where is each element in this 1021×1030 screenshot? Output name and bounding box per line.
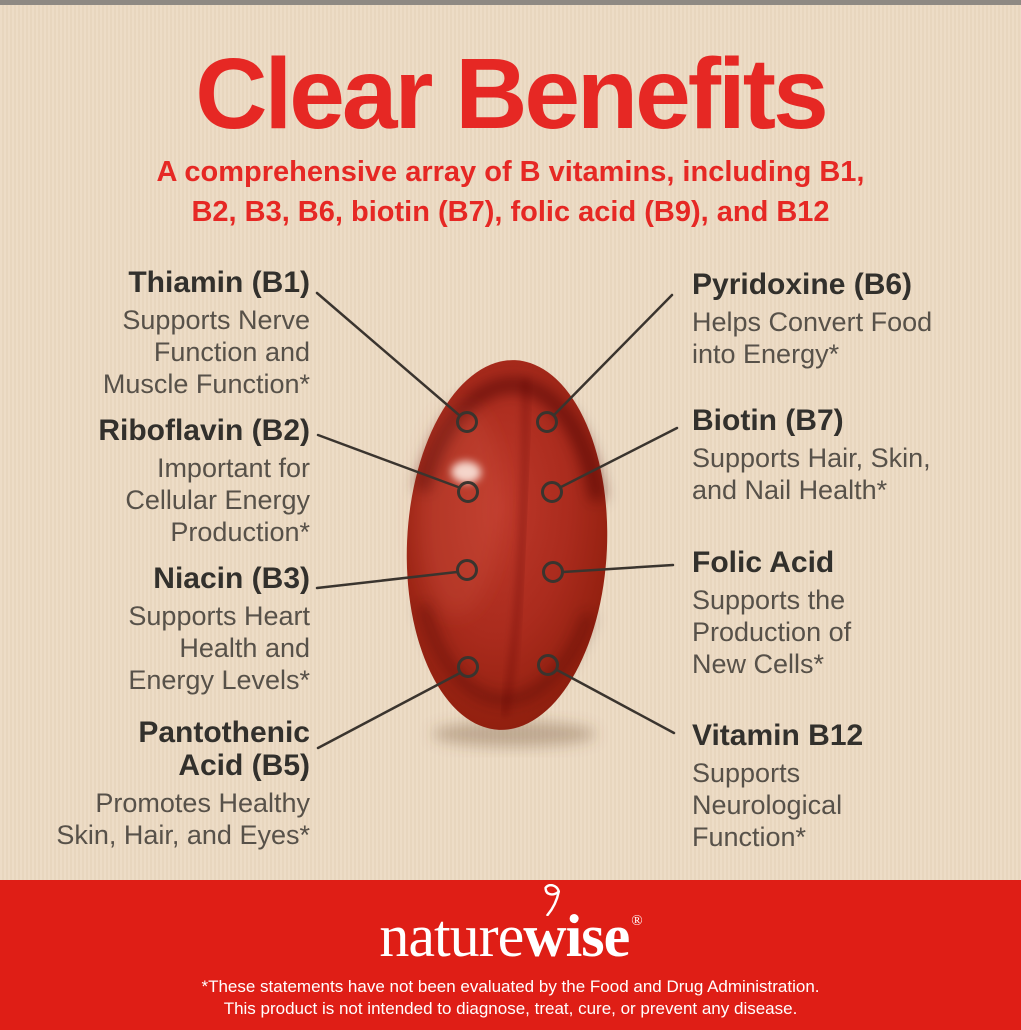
benefit-riboflavin-b2: Riboflavin (B2) Important for Cellular E… bbox=[50, 414, 310, 548]
connector-line-biotin-b7 bbox=[559, 426, 679, 489]
connector-line-folic-acid bbox=[561, 563, 675, 574]
capsule-diagram bbox=[315, 291, 679, 750]
page-subtitle: A comprehensive array of B vitamins, inc… bbox=[156, 156, 865, 228]
marker-dot-biotin-b7 bbox=[541, 481, 563, 503]
benefit-title: Biotin (B7) bbox=[692, 404, 844, 437]
marker-dot-folic-acid bbox=[542, 561, 564, 583]
marker-dot-thiamin-b1 bbox=[456, 411, 478, 433]
benefit-title: Pyridoxine (B6) bbox=[692, 268, 913, 301]
benefit-pantothenic-b5: Pantothenic Acid (B5) Promotes Healthy S… bbox=[50, 716, 310, 851]
marker-dot-pyridoxine-b6 bbox=[536, 411, 558, 433]
marker-dot-riboflavin-b2 bbox=[457, 481, 479, 503]
benefit-description: Promotes Healthy Skin, Hair, and Eyes* bbox=[56, 788, 310, 850]
top-edge-strip bbox=[0, 0, 1021, 5]
benefit-description: Supports Nerve Function and Muscle Funct… bbox=[102, 305, 310, 399]
connector-line-pyridoxine-b6 bbox=[553, 293, 674, 416]
benefit-niacin-b3: Niacin (B3) Supports Heart Health and En… bbox=[50, 562, 310, 696]
benefit-description: Helps Convert Food into Energy* bbox=[692, 307, 933, 369]
benefit-title: Pantothenic Acid (B5) bbox=[138, 716, 310, 782]
benefit-vitamin-b12: Vitamin B12 Supports Neurological Functi… bbox=[692, 719, 952, 853]
connector-line-vitamin-b12 bbox=[555, 668, 676, 735]
benefit-thiamin-b1: Thiamin (B1) Supports Nerve Function and… bbox=[50, 266, 310, 400]
benefit-title: Folic Acid bbox=[692, 546, 835, 579]
benefit-pyridoxine-b6: Pyridoxine (B6) Helps Convert Food into … bbox=[692, 268, 952, 370]
brand-logo-nature: nature bbox=[379, 903, 524, 969]
brand-logo: nature wise ® bbox=[379, 884, 643, 969]
connector-line-riboflavin-b2 bbox=[316, 433, 460, 489]
benefit-description: Important for Cellular Energy Production… bbox=[125, 453, 310, 547]
benefit-biotin-b7: Biotin (B7) Supports Hair, Skin, and Nai… bbox=[692, 404, 952, 506]
benefit-title: Thiamin (B1) bbox=[128, 266, 310, 299]
leaf-icon bbox=[544, 884, 560, 916]
fda-disclaimer: *These statements have not been evaluate… bbox=[201, 977, 820, 1018]
benefit-description: Supports Hair, Skin, and Nail Health* bbox=[692, 443, 931, 505]
benefit-description: Supports Heart Health and Energy Levels* bbox=[128, 601, 310, 695]
brand-logo-wise: wise bbox=[523, 903, 630, 969]
header: Clear Benefits A comprehensive array of … bbox=[0, 0, 1021, 232]
marker-dot-niacin-b3 bbox=[456, 559, 478, 581]
connector-line-thiamin-b1 bbox=[315, 291, 461, 417]
registered-mark: ® bbox=[631, 913, 642, 929]
marker-dot-pantothenic-b5 bbox=[457, 656, 479, 678]
connector-line-niacin-b3 bbox=[315, 570, 459, 590]
benefit-title: Vitamin B12 bbox=[692, 719, 864, 752]
benefit-description: Supports the Production of New Cells* bbox=[692, 585, 852, 679]
marker-dot-vitamin-b12 bbox=[537, 654, 559, 676]
page-title: Clear Benefits bbox=[195, 38, 828, 150]
footer: nature wise ® *These statements have not b… bbox=[0, 880, 1021, 1030]
benefit-description: Supports Neurological Function* bbox=[692, 758, 843, 852]
benefit-title: Riboflavin (B2) bbox=[98, 414, 310, 447]
connector-line-pantothenic-b5 bbox=[316, 671, 462, 750]
benefit-folic-acid: Folic Acid Supports the Production of Ne… bbox=[692, 546, 952, 680]
capsule-shadow bbox=[432, 721, 596, 747]
softgel-capsule-icon bbox=[406, 360, 608, 730]
benefit-title: Niacin (B3) bbox=[153, 562, 310, 595]
